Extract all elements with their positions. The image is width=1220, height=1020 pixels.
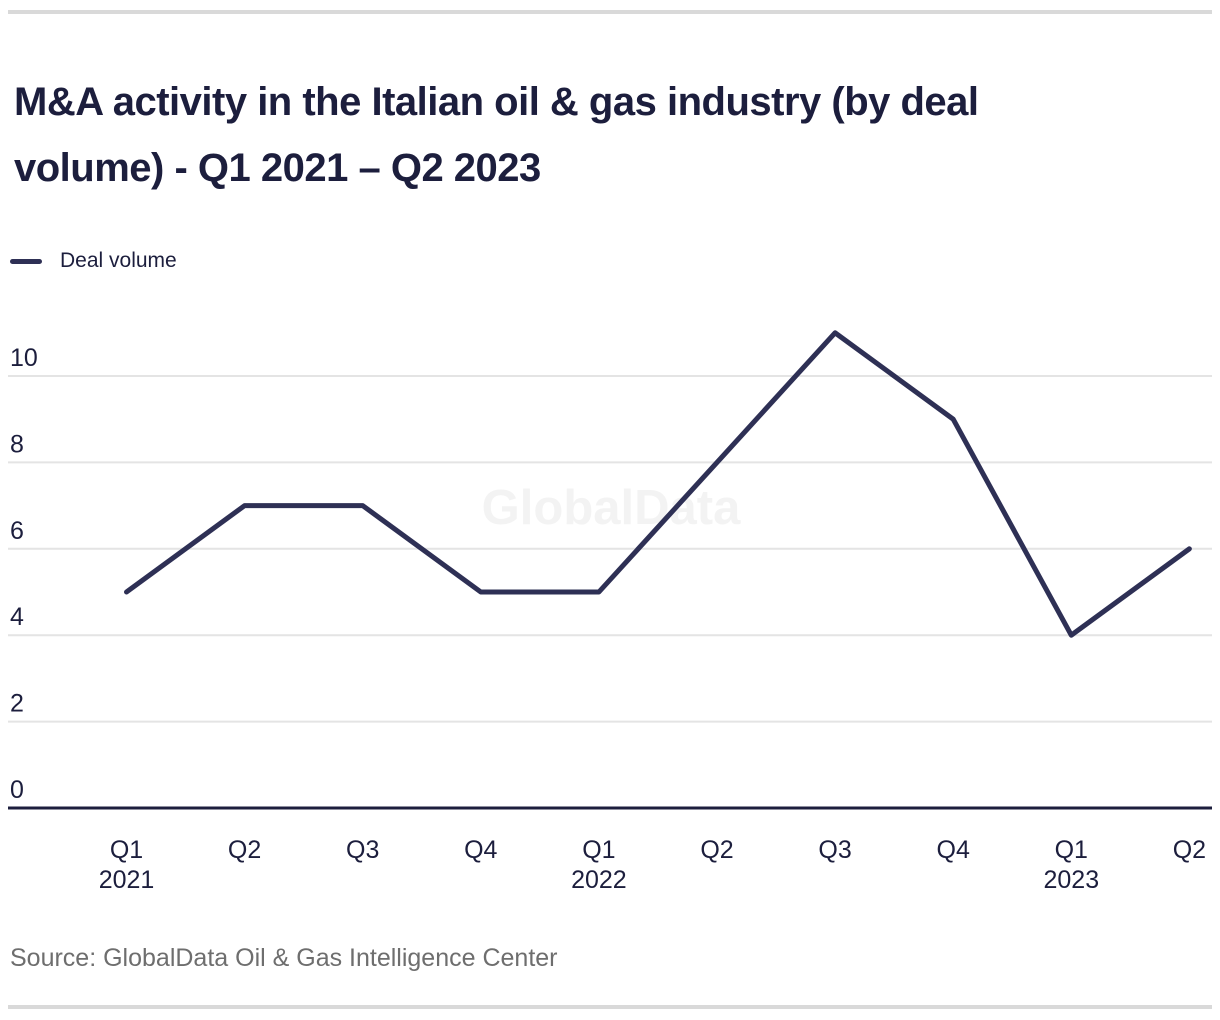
y-tick-label-10: 10 <box>10 344 38 372</box>
y-tick-label-6: 6 <box>10 517 24 545</box>
x-tick-year-2023: 2023 <box>1043 866 1099 894</box>
legend-label: Deal volume <box>60 249 177 272</box>
x-tick-label-q1-2022: Q1 <box>582 836 615 864</box>
page-title-line1: M&A activity in the Italian oil & gas in… <box>14 79 979 124</box>
x-tick-label-q2-2022: Q2 <box>700 836 733 864</box>
x-tick-label-q3-2021: Q3 <box>346 836 379 864</box>
page-title-line2: volume) - Q1 2021 – Q2 2023 <box>14 145 541 190</box>
legend-line-swatch <box>10 258 42 264</box>
x-tick-label-q3-2022: Q3 <box>818 836 851 864</box>
series-deal-volume <box>124 330 1192 638</box>
x-tick-label-q2-2021: Q2 <box>228 836 261 864</box>
x-tick-label-q4-2022: Q4 <box>937 836 970 864</box>
x-tick-year-2021: 2021 <box>99 866 155 894</box>
watermark: GlobalData <box>482 481 741 535</box>
x-tick-label-q2-2023: Q2 <box>1173 836 1206 864</box>
bottom-divider <box>8 1005 1212 1009</box>
y-tick-label-4: 4 <box>10 603 24 631</box>
top-divider <box>8 10 1212 14</box>
page-title: M&A activity in the Italian oil & gas in… <box>14 69 1216 201</box>
source-note: Source: GlobalData Oil & Gas Intelligenc… <box>10 944 558 972</box>
x-tick-label-q1-2021: Q1 <box>110 836 143 864</box>
x-tick-year-2022: 2022 <box>571 866 627 894</box>
chart-legend: Deal volume <box>10 247 177 275</box>
y-tick-label-2: 2 <box>10 690 24 718</box>
y-tick-label-8: 8 <box>10 430 24 458</box>
y-tick-label-0: 0 <box>10 776 24 804</box>
x-tick-label-q1-2023: Q1 <box>1055 836 1088 864</box>
x-tick-label-q4-2021: Q4 <box>464 836 497 864</box>
